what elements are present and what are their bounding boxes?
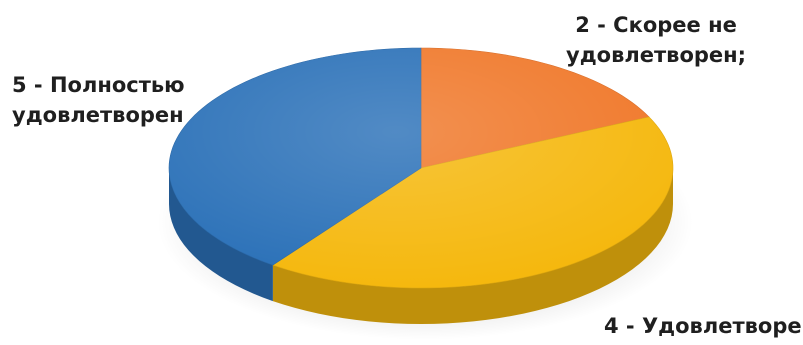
slice-label-5: 5 - Полностью удовлетворен (12, 70, 185, 130)
slice-label-4: 4 - Удовлетворен (604, 311, 803, 341)
slice-label-line: 4 - Удовлетворен (604, 314, 803, 338)
pie-tops (168, 47, 674, 289)
slice-label-line: удовлетворен (12, 103, 184, 127)
slice-label-line: 5 - Полностью (12, 73, 185, 97)
slice-label-2: 2 - Скорее не удовлетворен; (566, 10, 746, 70)
slice-label-line: удовлетворен; (566, 43, 747, 67)
slice-label-line: 2 - Скорее не (575, 13, 737, 37)
